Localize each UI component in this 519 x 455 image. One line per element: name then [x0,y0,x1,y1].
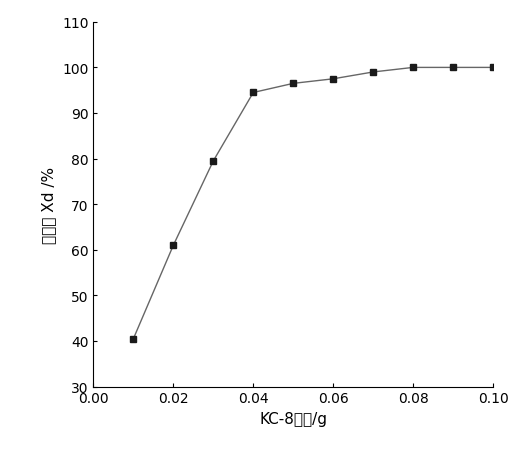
X-axis label: KC-8质量/g: KC-8质量/g [259,411,327,426]
Y-axis label: 脱除率 Xd /%: 脱除率 Xd /% [42,166,57,243]
